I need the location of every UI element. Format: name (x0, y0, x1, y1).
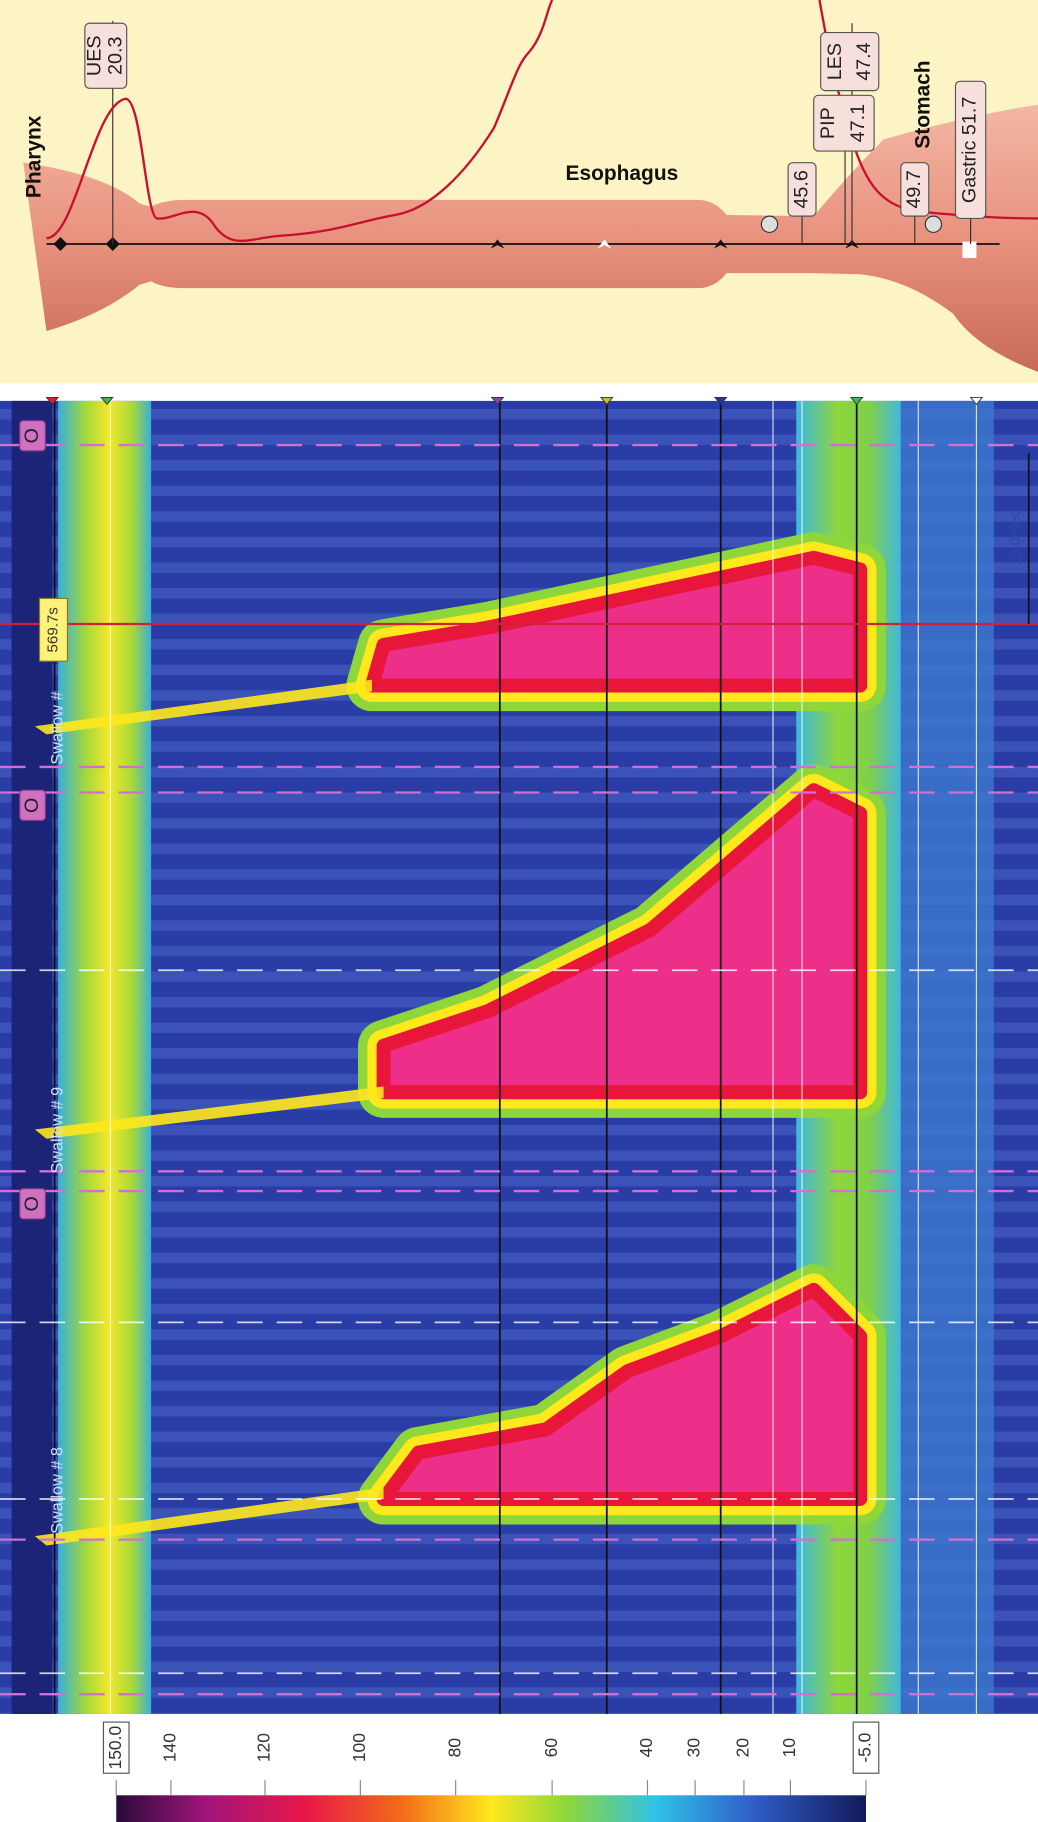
colorbar-tick-label: 80 (444, 1738, 464, 1758)
region-label: Pharynx (22, 115, 45, 198)
swallow-button[interactable]: O (21, 428, 43, 443)
tick-box (102, 1721, 130, 1774)
marker-value: 45.6 (790, 170, 812, 208)
marker-label: Gastric 51.7 (959, 97, 981, 203)
colorbar-tick-label: 10 (779, 1738, 799, 1758)
tick-box (852, 1721, 880, 1774)
pressure-curve (46, 0, 554, 242)
colorbar-tick-label: -5.0 (855, 1732, 875, 1762)
colorbar-tick-label: 20 (733, 1738, 753, 1758)
marker-value: 51.7 (959, 97, 981, 135)
esophagus-illustration (23, 104, 1038, 372)
colorbar-tick-label: 40 (636, 1738, 656, 1758)
colorbar-tick-label: 100 (349, 1733, 369, 1762)
colorbar-tick-label: 30 (684, 1738, 704, 1758)
marker-name: Gastric (959, 140, 981, 203)
marker-value: 20.3 (104, 37, 126, 75)
marker-value: 49.7 (903, 170, 925, 208)
swallow-button[interactable]: O (21, 798, 43, 813)
sensor-dot (924, 215, 943, 233)
swallow-button[interactable]: O (21, 1196, 43, 1211)
contraction-blobs (34, 532, 886, 1546)
swallow-label: Swallow # 9 (48, 1087, 66, 1174)
swallow-buttons (19, 420, 46, 1220)
cursor-time: 569.7s (44, 607, 61, 652)
sensor-dot (760, 215, 779, 233)
marker-value: 47.1 (847, 104, 869, 142)
time-scale: 15.0 sec (1007, 509, 1024, 567)
marker-name: LES (824, 43, 846, 80)
cursor-box (38, 597, 69, 662)
colorbar (116, 1795, 866, 1822)
colorbar-tick-label: 120 (254, 1733, 274, 1762)
colorbar-tick-label: 60 (541, 1738, 561, 1758)
topography-plot (0, 396, 1038, 1714)
swallow-label: Swallow # 8 (48, 1447, 66, 1534)
marker-value: 47.4 (853, 42, 875, 80)
marker-name: UES (84, 35, 106, 76)
colorbar-tick-label: 150.0 (105, 1726, 125, 1770)
marker-name: PIP (817, 107, 839, 139)
region-label: Esophagus (566, 162, 679, 185)
colorbar-tick-label: 140 (159, 1733, 179, 1762)
colorbar-ticks: 150.0 140 120 100 80 60 40 30 20 10 -5.0 (102, 1721, 880, 1796)
region-label: Stomach (912, 60, 935, 148)
swallow-label: Swallow # (48, 691, 66, 764)
marker-boxes (84, 22, 987, 220)
